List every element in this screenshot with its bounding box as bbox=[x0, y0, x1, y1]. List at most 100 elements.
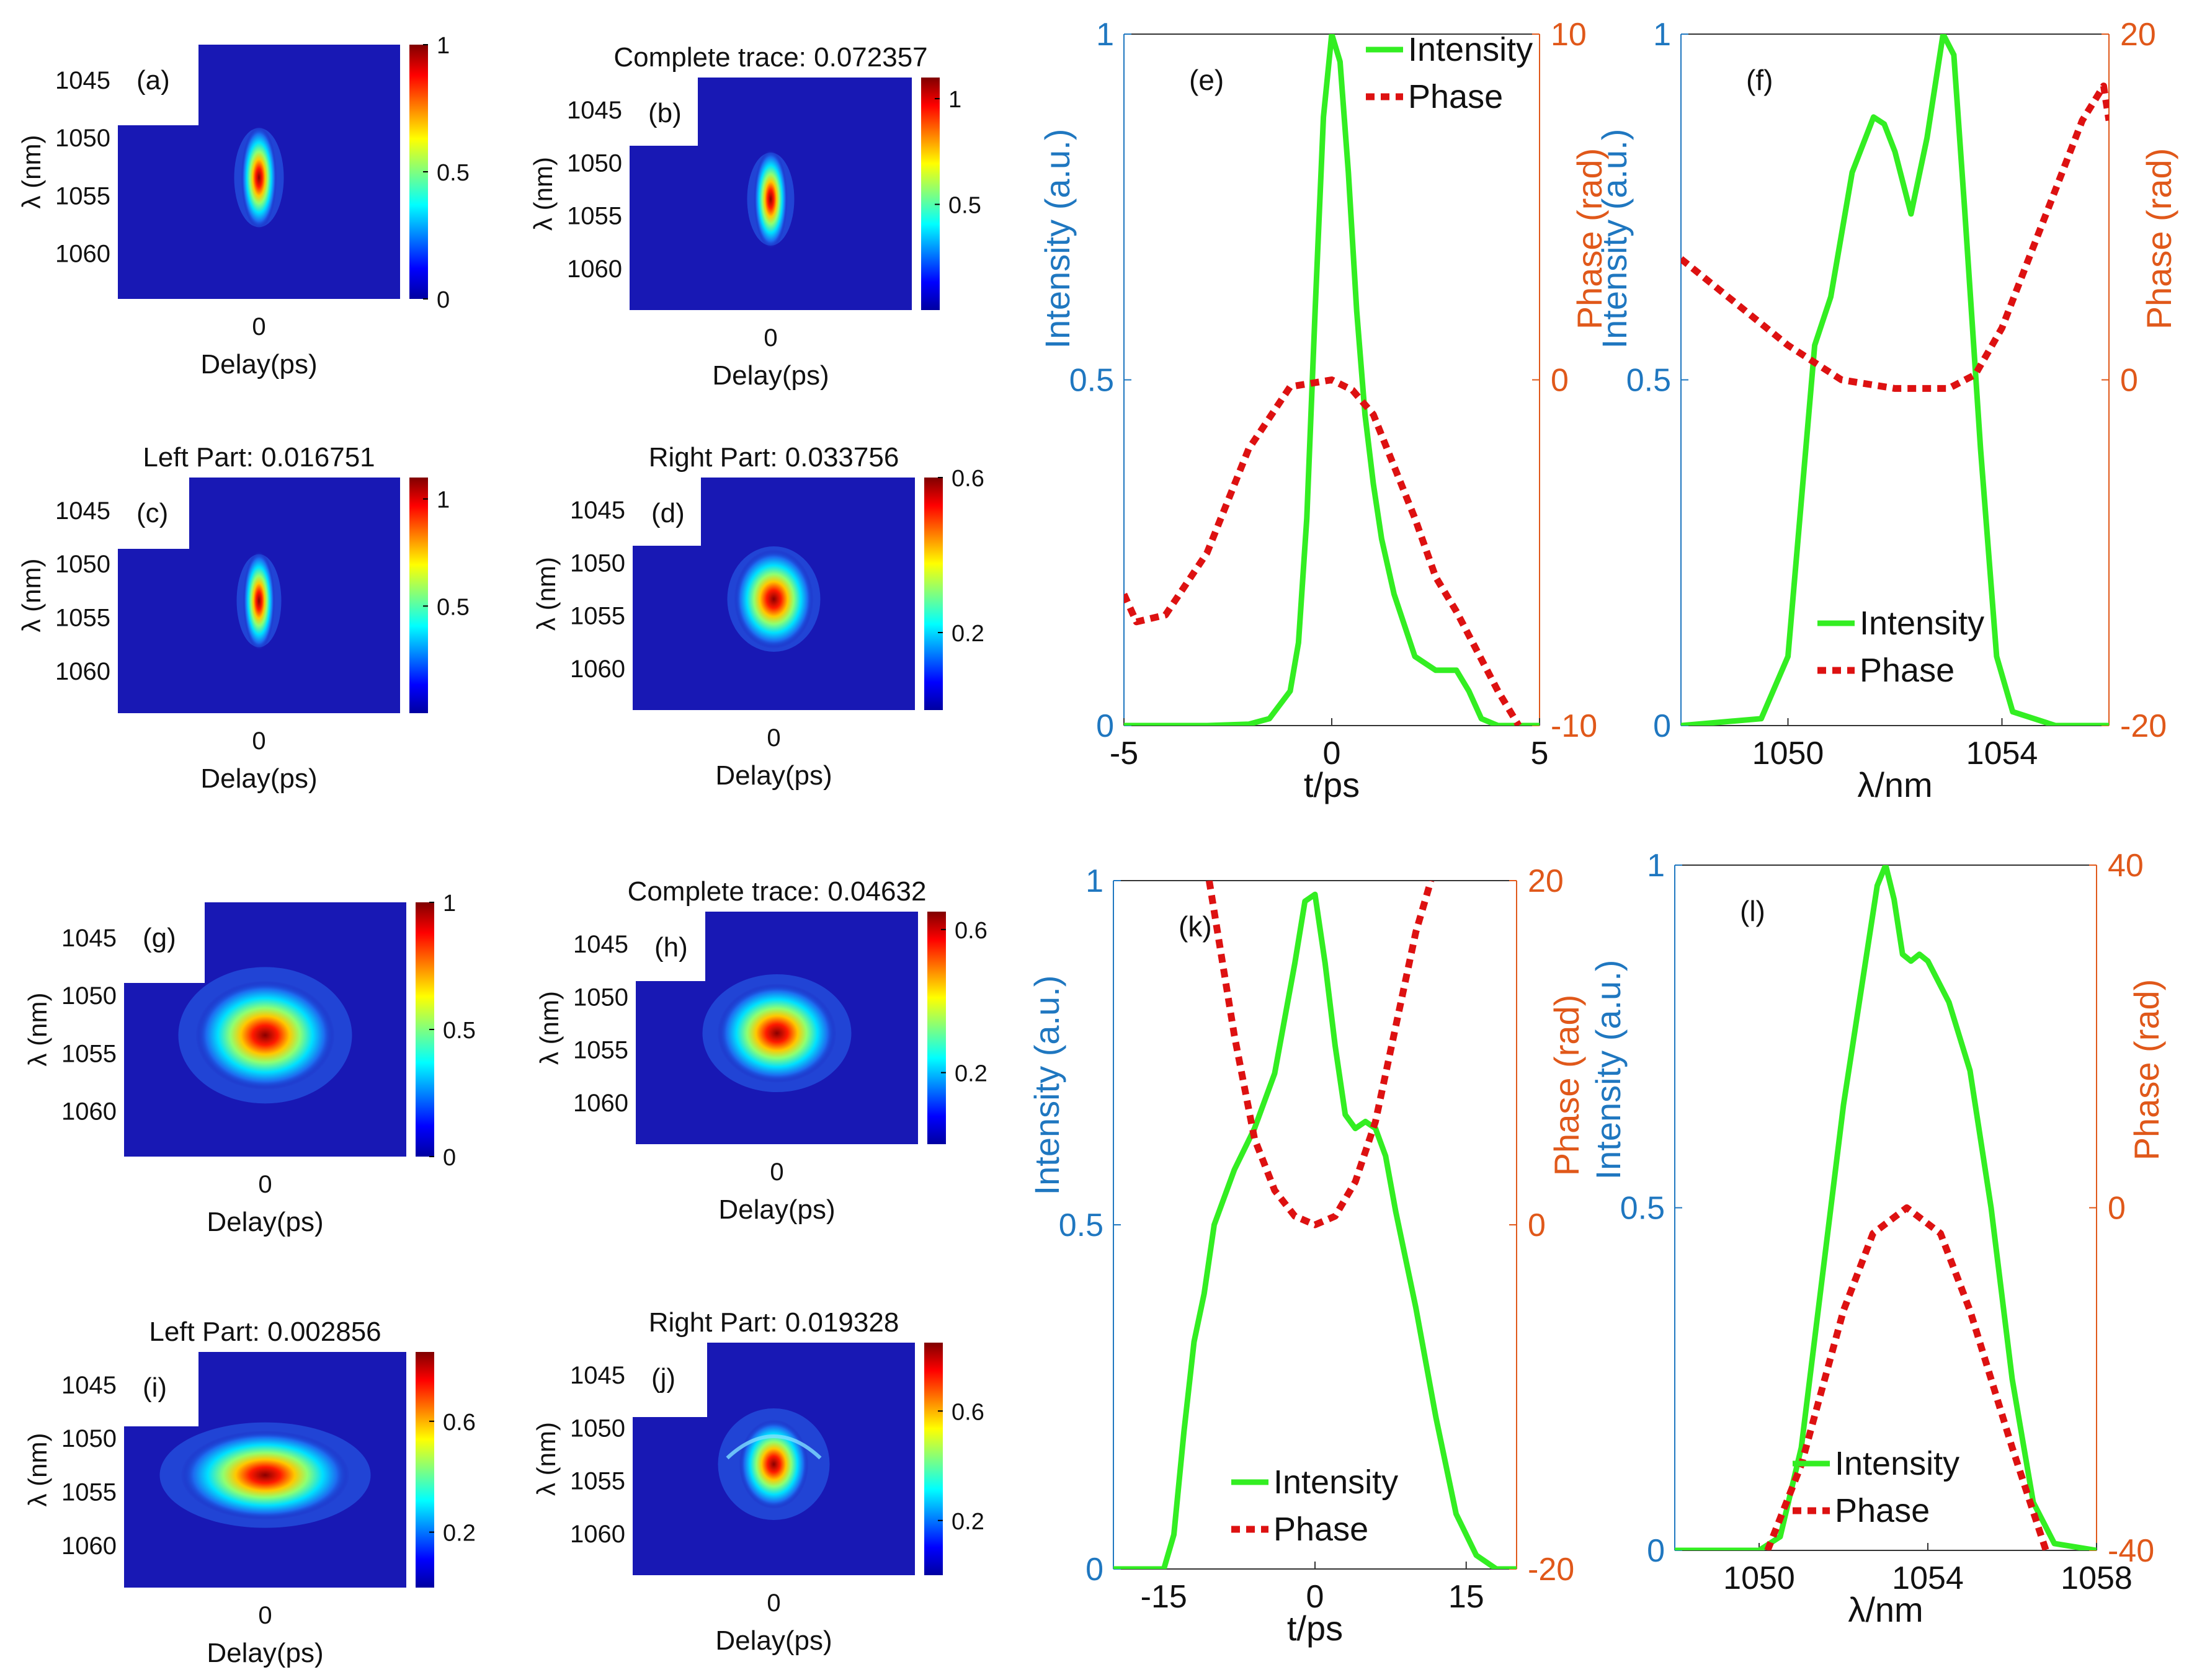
x-tick-label: 0 bbox=[767, 1589, 780, 1617]
left-tick-label: 0.5 bbox=[1620, 1191, 1665, 1227]
legend-entry: Phase bbox=[1835, 1492, 1930, 1529]
heatmap-arc bbox=[726, 1434, 822, 1460]
legend-entry: Phase bbox=[1408, 78, 1503, 115]
heatmap-panel-h: (h) 1045 1050 1055 1060 λ (nm) 0 Delay(ps) Compl… bbox=[535, 876, 987, 1225]
left-tick-label: 0.5 bbox=[1626, 363, 1671, 399]
colorbar-tick-label: 1 bbox=[948, 87, 961, 113]
y-axis-label: λ (nm) bbox=[532, 557, 561, 631]
right-tick-label: 0 bbox=[1551, 363, 1569, 399]
x-axis-label: t/ps bbox=[1287, 1609, 1343, 1648]
right-axis-label: Phase (rad) bbox=[1547, 995, 1586, 1176]
x-tick-label: 0 bbox=[252, 313, 265, 340]
x-axis-label: Delay(ps) bbox=[715, 1625, 832, 1656]
x-axis-label: t/ps bbox=[1304, 765, 1360, 804]
heatmap-spot bbox=[241, 126, 277, 229]
left-tick-label: 0.5 bbox=[1069, 363, 1114, 399]
panel-label: (b) bbox=[648, 98, 682, 128]
y-tick-label: 1055 bbox=[55, 605, 110, 632]
left-tick-label: 0 bbox=[1647, 1533, 1665, 1569]
legend-entry: Phase bbox=[1860, 652, 1955, 689]
y-tick-label: 1050 bbox=[55, 125, 110, 152]
y-tick-label: 1060 bbox=[570, 1521, 625, 1548]
heatmap-spot bbox=[754, 149, 788, 249]
colorbar-tick-label: 0.5 bbox=[443, 1018, 476, 1044]
y-tick-label: 1055 bbox=[570, 1468, 625, 1495]
colorbar bbox=[416, 1352, 434, 1588]
colorbar-tick-label: 1 bbox=[443, 891, 456, 917]
colorbar-tick-label: 0.5 bbox=[948, 193, 981, 219]
colorbar bbox=[924, 1343, 943, 1575]
colorbar-tick-label: 0.5 bbox=[437, 160, 470, 186]
panel-label-box bbox=[630, 78, 698, 146]
colorbar-tick-label: 1 bbox=[437, 33, 450, 59]
heatmap-spot bbox=[734, 549, 814, 649]
y-axis-label: λ (nm) bbox=[528, 157, 558, 231]
x-axis-label: Delay(ps) bbox=[715, 760, 832, 791]
panel-label: (d) bbox=[651, 498, 685, 528]
heatmap-panel-b: (b) 1045 1050 1055 1060 λ (nm) 0 Delay(ps) Compl… bbox=[528, 42, 981, 391]
heatmap-title: Complete trace: 0.072357 bbox=[613, 42, 927, 73]
x-tick-label: 0 bbox=[258, 1171, 272, 1198]
colorbar-tick-label: 0.6 bbox=[443, 1410, 476, 1436]
y-tick-label: 1055 bbox=[567, 203, 622, 230]
x-tick-label: 0 bbox=[252, 727, 265, 755]
panel-label: (g) bbox=[143, 923, 176, 953]
y-tick-label: 1045 bbox=[55, 67, 110, 94]
left-tick-label: 0 bbox=[1085, 1552, 1103, 1588]
heatmap-panel-j: (j) 1045 1050 1055 1060 λ (nm) 0 Delay(ps) Right… bbox=[532, 1307, 984, 1656]
y-tick-label: 1050 bbox=[61, 982, 117, 1010]
left-tick-label: 0 bbox=[1653, 708, 1671, 744]
heatmap-spot bbox=[739, 1420, 809, 1509]
x-tick-label: 1050 bbox=[1723, 1560, 1795, 1596]
heatmap-title: Complete trace: 0.04632 bbox=[628, 876, 927, 907]
right-tick-label: 0 bbox=[2120, 363, 2138, 399]
x-tick-label: 5 bbox=[1531, 736, 1549, 771]
y-tick-label: 1050 bbox=[55, 551, 110, 578]
right-tick-label: -20 bbox=[2120, 708, 2167, 744]
heatmap-spot bbox=[717, 984, 837, 1083]
panel-label: (j) bbox=[651, 1363, 675, 1393]
right-tick-label: 20 bbox=[2120, 17, 2156, 53]
x-tick-label: 1058 bbox=[2061, 1560, 2133, 1596]
y-tick-label: 1050 bbox=[573, 984, 628, 1011]
heatmap-title: Right Part: 0.019328 bbox=[649, 1307, 899, 1338]
y-tick-label: 1050 bbox=[61, 1425, 117, 1452]
intensity-series-line bbox=[1681, 34, 2109, 726]
intensity-series-line bbox=[1124, 34, 1540, 726]
phase-series-line bbox=[1205, 881, 1435, 1229]
y-tick-label: 1050 bbox=[570, 549, 625, 577]
colorbar-tick-label: 1 bbox=[437, 487, 450, 513]
x-tick-label: 15 bbox=[1448, 1579, 1484, 1615]
right-tick-label: 10 bbox=[1551, 17, 1587, 53]
right-tick-label: -20 bbox=[1528, 1552, 1574, 1588]
x-tick-label: 1054 bbox=[1966, 736, 2038, 771]
phase-series-line bbox=[1124, 376, 1522, 726]
phase-series-line bbox=[1681, 82, 2109, 392]
panel-label-box bbox=[118, 45, 198, 125]
x-tick-label: 0 bbox=[767, 724, 780, 752]
colorbar-tick-label: 0.2 bbox=[955, 1061, 987, 1087]
y-tick-label: 1045 bbox=[570, 497, 625, 524]
right-axis-label: Phase (rad) bbox=[2139, 148, 2178, 330]
x-axis-label: λ/nm bbox=[1857, 765, 1932, 804]
colorbar bbox=[921, 78, 940, 310]
legend-entry: Phase bbox=[1273, 1511, 1368, 1548]
legend-entry: Intensity bbox=[1860, 605, 1984, 642]
heatmap-title: Left Part: 0.002856 bbox=[149, 1317, 381, 1347]
heatmap-spot bbox=[243, 551, 275, 651]
y-tick-label: 1055 bbox=[573, 1037, 628, 1064]
y-tick-label: 1060 bbox=[567, 256, 622, 283]
panel-label: (c) bbox=[136, 498, 168, 528]
x-tick-label: 0 bbox=[1323, 736, 1341, 771]
heatmap-panel-c: (c) 1045 1050 1055 1060 λ (nm) 0 Delay(ps) Left … bbox=[17, 442, 470, 794]
y-axis-label: λ (nm) bbox=[532, 1422, 561, 1496]
right-tick-label: -40 bbox=[2108, 1533, 2154, 1569]
intensity-series-line bbox=[1675, 865, 2097, 1550]
y-tick-label: 1055 bbox=[55, 182, 110, 210]
left-tick-label: 1 bbox=[1647, 848, 1665, 884]
colorbar-tick-label: 0.5 bbox=[437, 594, 470, 620]
y-tick-label: 1045 bbox=[573, 931, 628, 958]
left-tick-label: 1 bbox=[1085, 863, 1103, 899]
